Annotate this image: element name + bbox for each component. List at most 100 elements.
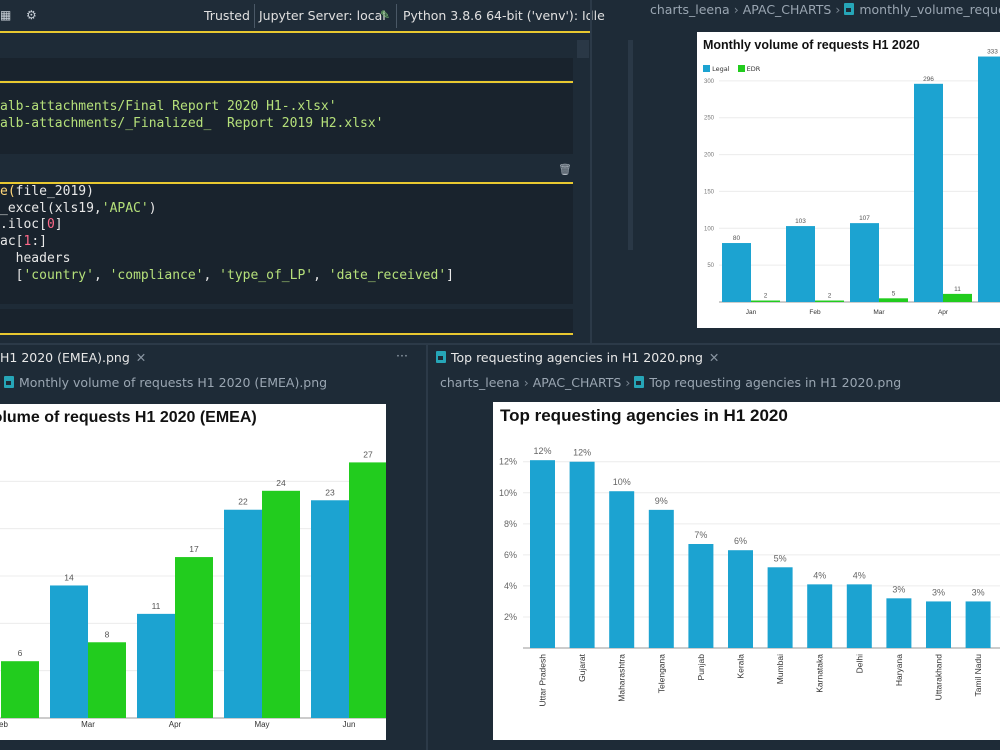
x-tick-label: Punjab — [696, 654, 706, 681]
empty-cell-bottom[interactable] — [0, 309, 573, 333]
data-label: 103 — [795, 218, 806, 225]
x-tick-label: Jan — [746, 309, 757, 316]
data-label: 333 — [987, 49, 998, 56]
bar — [530, 460, 555, 648]
breadcrumb-item[interactable]: monthly_volume_requests_ — [859, 2, 1000, 17]
tab-emea-chart[interactable]: H1 2020 (EMEA).png ✕ — [0, 350, 146, 365]
editor-divider[interactable] — [0, 343, 1000, 345]
x-tick-label: Apr — [169, 720, 182, 729]
data-label: 5 — [892, 290, 896, 297]
bar — [175, 557, 213, 718]
x-tick-label: Mumbai — [775, 654, 785, 684]
x-tick-label: Tamil Nadu — [973, 654, 983, 697]
data-label: 6% — [734, 536, 747, 546]
bar — [751, 300, 780, 302]
bar — [688, 544, 714, 648]
data-label: 11 — [152, 601, 161, 611]
breadcrumb-item[interactable]: charts_leena — [440, 375, 520, 390]
minimap-scrollbar[interactable] — [628, 40, 633, 250]
data-label: 107 — [859, 215, 870, 222]
chart-emea-volume: Monthly volume of requests H1 2020 (EMEA… — [0, 404, 386, 740]
data-label: 5% — [774, 553, 787, 563]
chart-monthly-volume: Monthly volume of requests H1 2020 Legal… — [697, 32, 1000, 328]
bar — [807, 584, 833, 648]
y-tick-label: 8% — [504, 519, 517, 529]
breadcrumb: Monthly volume of requests H1 2020 (EMEA… — [4, 375, 327, 390]
y-tick-label: 200 — [704, 153, 715, 159]
data-label: 9% — [655, 496, 668, 506]
data-label: 7% — [694, 530, 707, 540]
breadcrumb-item[interactable]: APAC_CHARTS — [532, 375, 622, 390]
y-tick-label: 100 — [704, 226, 715, 232]
breadcrumb-item[interactable]: Monthly volume of requests H1 2020 (EMEA… — [19, 375, 328, 390]
data-label: 11 — [954, 286, 961, 293]
chart-title: Monthly volume of requests H1 2020 (EMEA… — [0, 409, 257, 426]
bar — [224, 509, 262, 718]
editor-divider[interactable] — [590, 0, 592, 345]
bar — [978, 56, 1000, 302]
x-tick-label: Mar — [873, 309, 885, 316]
bar — [88, 642, 126, 718]
scrollbar-thumb[interactable] — [577, 40, 589, 58]
cell-focus-border — [0, 333, 573, 335]
breadcrumb-item[interactable]: Top requesting agencies in H1 2020.png — [649, 375, 902, 390]
x-tick-label: Delhi — [854, 654, 864, 673]
code-cell-load[interactable]: e(file_2019) _excel(xls19,'APAC') .iloc[… — [0, 184, 573, 304]
x-tick-label: Gujarat — [577, 653, 587, 682]
legend-label: Legal — [712, 65, 730, 73]
editor-divider[interactable] — [426, 345, 428, 750]
image-file-icon — [4, 376, 14, 388]
kernel-status[interactable]: Python 3.8.6 64-bit ('venv'): Idle — [403, 8, 605, 23]
bar — [767, 567, 793, 648]
code-path-line-1: alb-attachments/Final Report 2020 H1-.xl… — [0, 99, 337, 114]
code-line-6: ['country', 'compliance', 'type_of_LP', … — [0, 267, 454, 283]
cell-focus-border — [0, 182, 573, 184]
data-label: 23 — [325, 487, 335, 497]
trusted-indicator[interactable]: Trusted — [204, 8, 250, 23]
bar — [137, 613, 175, 718]
bar — [886, 598, 912, 648]
x-tick-label: Uttarakhand — [934, 654, 944, 701]
y-tick-label: 250 — [704, 116, 715, 122]
data-label: 2 — [828, 293, 832, 300]
breadcrumb-item[interactable]: charts_leena — [650, 2, 730, 17]
x-tick-label: Karnataka — [815, 654, 825, 693]
bar — [965, 601, 991, 648]
bar — [943, 293, 972, 302]
close-icon[interactable]: ✕ — [708, 350, 720, 365]
code-line-3: .iloc[0] — [0, 217, 63, 233]
data-label: 12% — [533, 446, 551, 456]
delete-cell-icon[interactable]: 🗑 — [558, 163, 572, 176]
data-label: 3% — [972, 587, 985, 597]
code-cell-paths[interactable]: alb-attachments/Final Report 2020 H1-.xl… — [0, 84, 573, 154]
x-tick-label: Maharashtra — [617, 654, 627, 702]
x-tick-label: Haryana — [894, 654, 904, 686]
bar — [815, 300, 844, 302]
x-tick-label: Uttar Pradesh — [538, 654, 548, 707]
bar — [722, 243, 751, 302]
variables-icon[interactable]: ▦ — [0, 8, 12, 22]
jupyter-server-status[interactable]: Jupyter Server: local — [259, 8, 386, 23]
data-label: 80 — [733, 235, 741, 242]
breadcrumb-item[interactable]: APAC_CHARTS — [742, 2, 832, 17]
empty-cell-top[interactable] — [0, 58, 573, 80]
data-label: 17 — [189, 544, 199, 554]
bar — [786, 226, 815, 302]
bar — [648, 509, 674, 648]
bar — [728, 550, 753, 648]
chart-plot: 50 100 150 200 250 300 80 2 Jan 103 2 Feb 107 5 Mar 296… — [704, 49, 1000, 316]
data-label: 8 — [105, 629, 110, 639]
code-line-4: ac[1:] — [0, 234, 47, 250]
x-tick-label: Jun — [343, 720, 356, 729]
close-icon[interactable]: ✕ — [135, 350, 147, 365]
data-label: 27 — [363, 449, 373, 459]
data-label: 4% — [853, 570, 866, 580]
outline-icon[interactable]: ⚙ — [26, 8, 37, 22]
more-actions-icon[interactable]: ··· — [396, 348, 408, 363]
chart-title: Top requesting agencies in H1 2020 — [500, 406, 788, 425]
x-tick-label: Telengana — [656, 654, 666, 694]
toolbar-divider — [254, 4, 255, 28]
bar — [879, 298, 908, 302]
data-label: 22 — [238, 497, 248, 507]
tab-agencies-chart[interactable]: Top requesting agencies in H1 2020.png ✕ — [436, 350, 719, 365]
